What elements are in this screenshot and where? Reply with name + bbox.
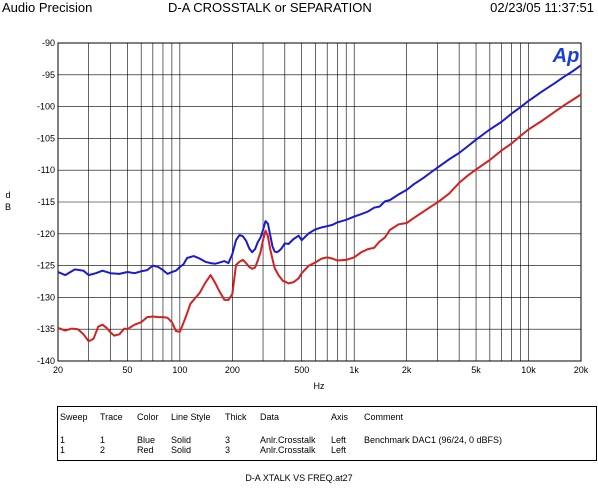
y-tick-label: -100 bbox=[37, 102, 55, 112]
ap-logo: Ap bbox=[552, 45, 580, 67]
legend-row-2-col-5: Anlr.Crosstalk bbox=[260, 445, 316, 455]
legend-row-2-col-4: 3 bbox=[225, 445, 231, 455]
legend-row-1-col-7: Benchmark DAC1 (96/24, 0 dBFS) bbox=[364, 435, 503, 445]
series-line-blue bbox=[57, 64, 582, 277]
legend-table: Sweep Trace Color Line Style Thick Data Axis Co… bbox=[57, 406, 597, 461]
x-tick-label: 100 bbox=[172, 365, 187, 375]
y-tick-label: -90 bbox=[42, 38, 55, 48]
y-tick-label: -125 bbox=[37, 261, 55, 271]
legend-header-col-1: Trace bbox=[100, 412, 123, 422]
legend-row-1-col-3: Solid bbox=[171, 435, 192, 445]
legend-row-1-col-1: 1 bbox=[100, 435, 106, 445]
y-tick-label: -110 bbox=[38, 165, 55, 175]
legend-header-col-3: Line Style bbox=[171, 412, 211, 422]
legend-header-col-7: Comment bbox=[364, 412, 404, 422]
grid-horizontal bbox=[58, 42, 581, 362]
legend-header-col-0: Sweep bbox=[60, 412, 88, 422]
plot-frame bbox=[57, 42, 582, 362]
y-tick-label: -135 bbox=[37, 324, 55, 334]
legend-row-1-col-0: 1 bbox=[60, 435, 66, 445]
legend-row-2-col-3: Solid bbox=[171, 445, 192, 455]
y-axis-label-line1: d bbox=[5, 190, 10, 200]
x-tick-label: 10k bbox=[521, 365, 536, 375]
series-line-red bbox=[57, 93, 582, 343]
x-tick-label: 50 bbox=[122, 365, 132, 375]
x-tick-label: 5k bbox=[471, 365, 481, 375]
legend-row-1-col-6: Left bbox=[331, 435, 347, 445]
y-tick-label: -140 bbox=[37, 356, 55, 366]
x-tick-label: 2k bbox=[402, 365, 412, 375]
legend-header-col-6: Axis bbox=[331, 412, 349, 422]
crosstalk-chart: -90 -95 -100 -105 -110 -115 -120 -125 -130 -135 -1… bbox=[5, 38, 589, 391]
legend-row-2-col-2: Red bbox=[137, 445, 154, 455]
legend-header-col-2: Color bbox=[137, 412, 159, 422]
legend-row-2-col-6: Left bbox=[331, 445, 347, 455]
x-tick-label: 200 bbox=[225, 365, 240, 375]
legend-row-1-col-5: Anlr.Crosstalk bbox=[260, 435, 316, 445]
series-layer bbox=[57, 64, 582, 343]
y-tick-labels: -90 -95 -100 -105 -110 -115 -120 -125 -130 -135 -1… bbox=[37, 38, 55, 366]
y-tick-label: -130 bbox=[37, 292, 55, 302]
y-axis-label-line2: B bbox=[5, 202, 11, 212]
header-timestamp: 02/23/05 11:37:51 bbox=[490, 0, 594, 15]
legend-row-1-col-4: 3 bbox=[225, 435, 231, 445]
y-tick-label: -105 bbox=[37, 133, 55, 143]
header-app-name: Audio Precision bbox=[2, 0, 93, 15]
y-tick-label: -95 bbox=[42, 70, 55, 80]
x-axis-label: Hz bbox=[314, 381, 325, 391]
x-tick-label: 20 bbox=[53, 365, 63, 375]
legend-row-2-col-1: 2 bbox=[100, 445, 106, 455]
y-tick-label: -115 bbox=[38, 197, 55, 207]
legend-row-2-col-0: 1 bbox=[60, 445, 66, 455]
x-tick-labels: 20 50 100 200 500 1k 2k 5k 10k 20k bbox=[53, 365, 589, 375]
legend-header-col-5: Data bbox=[260, 412, 280, 422]
chart-title: D-A CROSSTALK or SEPARATION bbox=[168, 0, 372, 15]
y-tick-label: -120 bbox=[37, 229, 55, 239]
legend-header-col-4: Thick bbox=[225, 412, 247, 422]
x-tick-label: 20k bbox=[574, 365, 589, 375]
footer-filename: D-A XTALK VS FREQ.at27 bbox=[245, 473, 353, 483]
x-tick-label: 1k bbox=[349, 365, 359, 375]
legend-row-1-col-2: Blue bbox=[137, 435, 156, 445]
x-tick-label: 500 bbox=[294, 365, 309, 375]
